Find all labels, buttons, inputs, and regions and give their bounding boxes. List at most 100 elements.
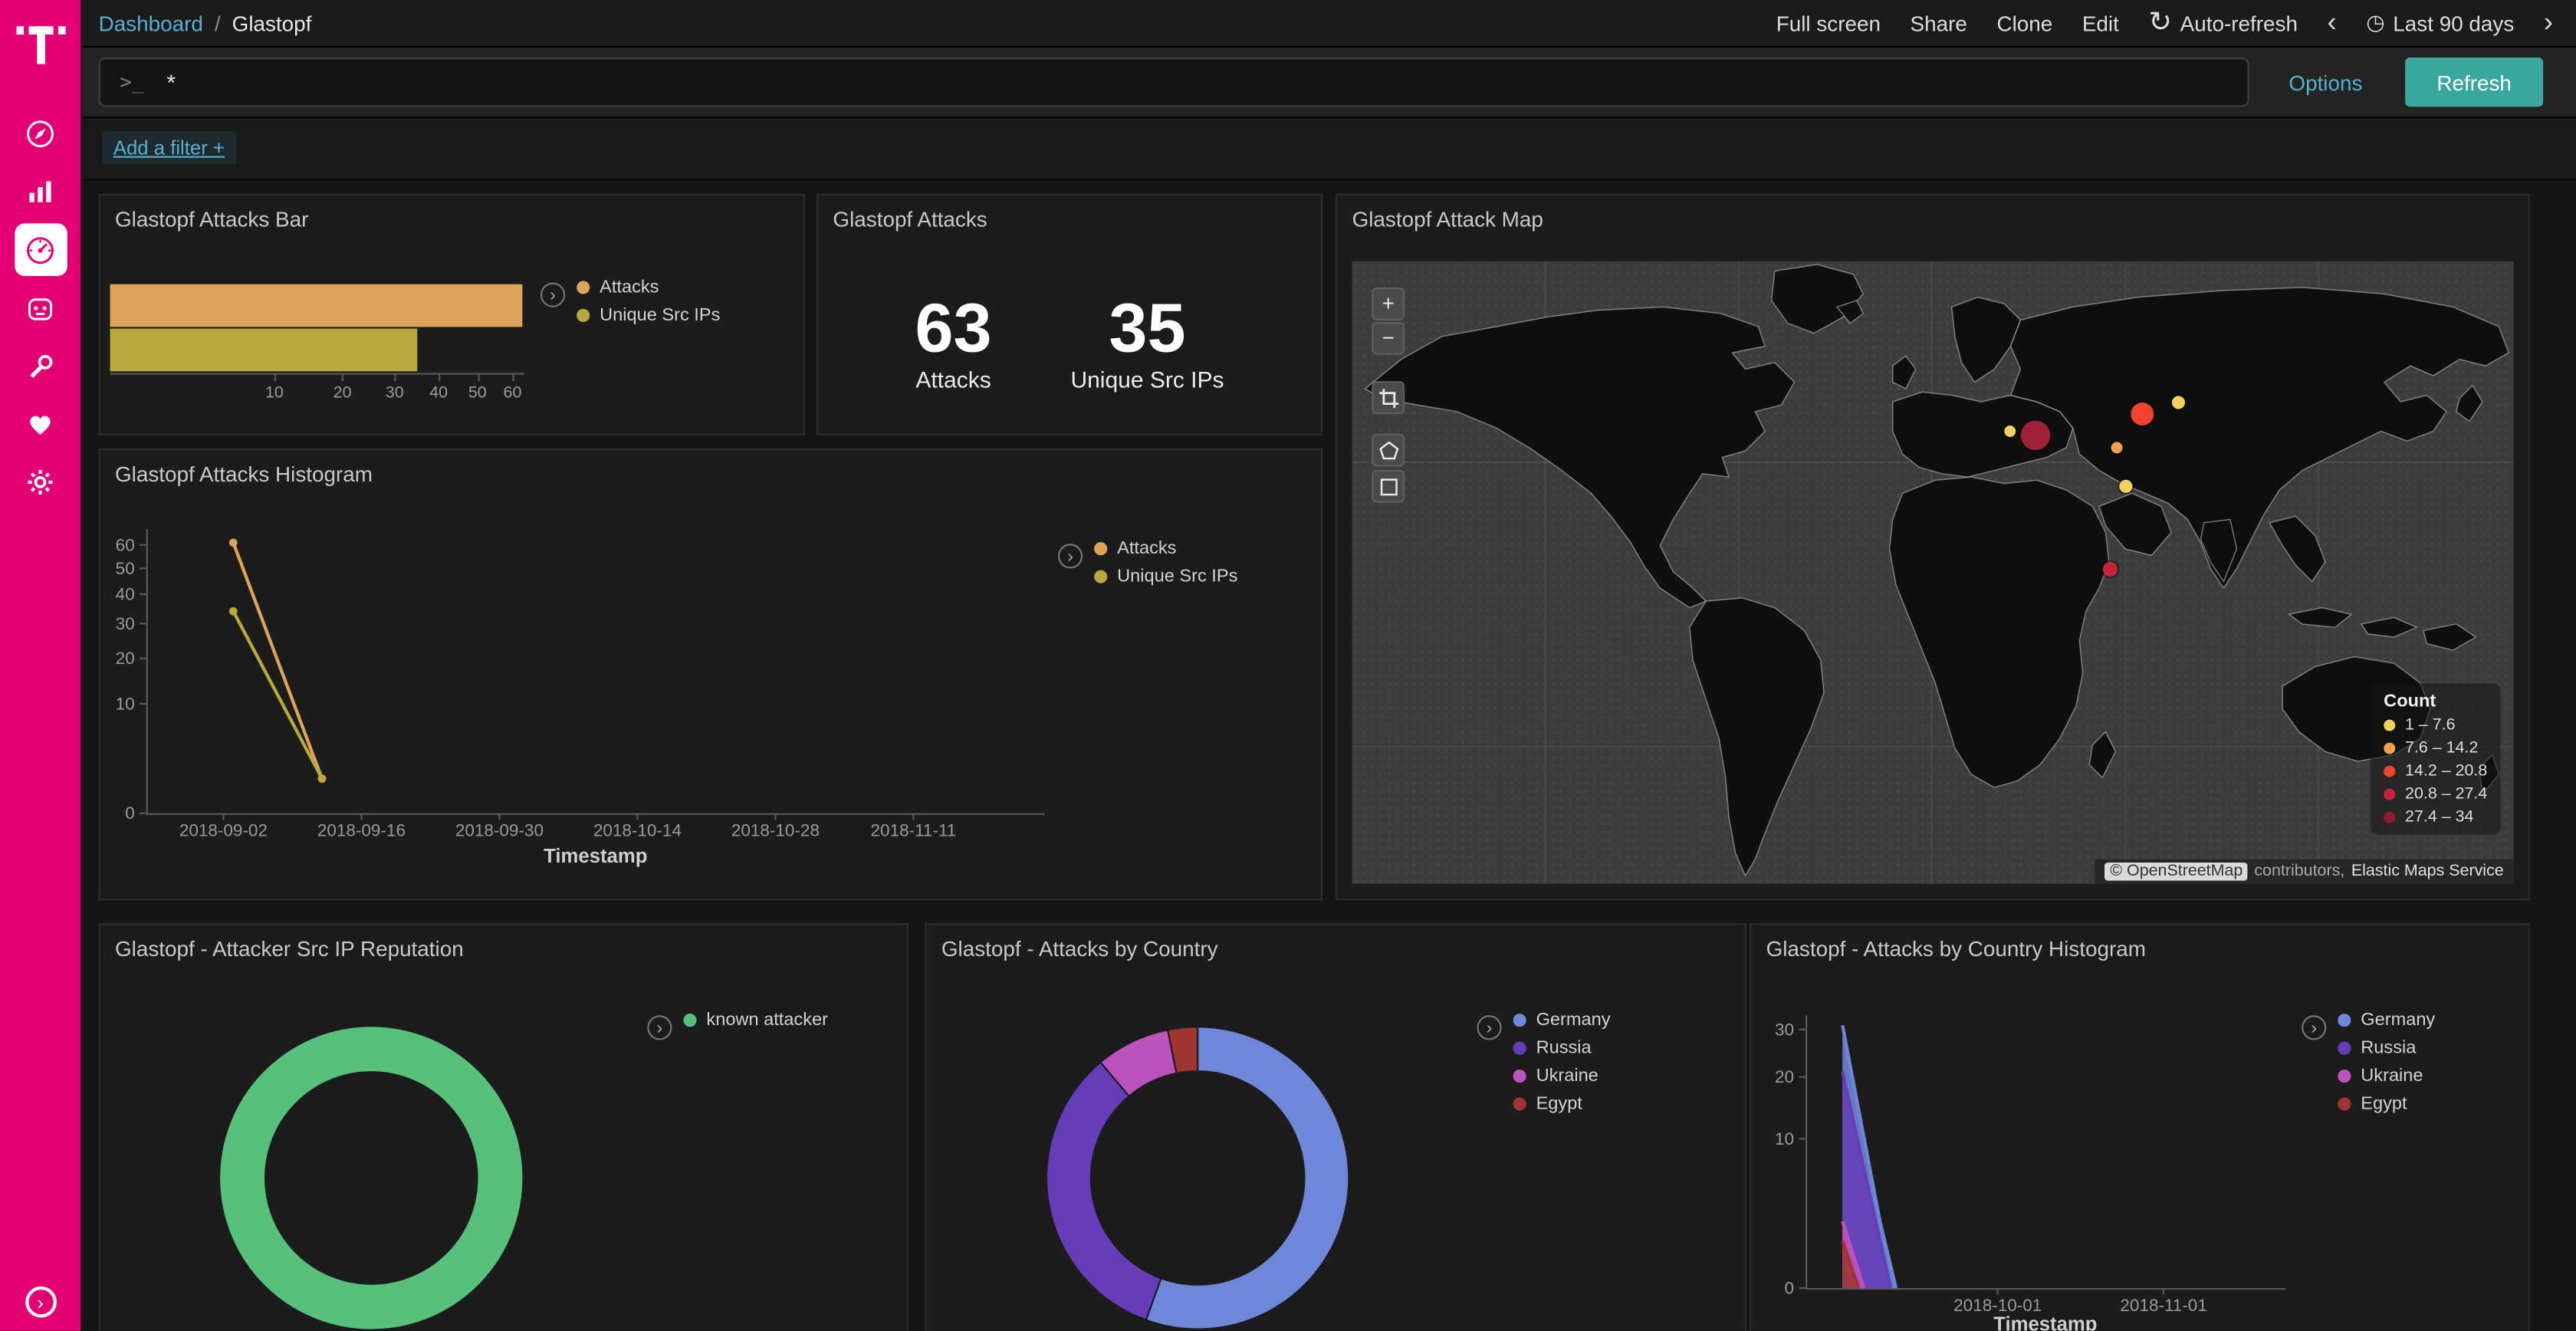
pie-slice[interactable] xyxy=(220,1027,523,1329)
attack-point[interactable] xyxy=(2171,396,2185,409)
legend-item[interactable]: Egypt xyxy=(2338,1094,2435,1114)
legend-item[interactable]: Russia xyxy=(1513,1038,1611,1058)
legend-item[interactable]: Germany xyxy=(1513,1011,1611,1030)
sidebar-item-discover[interactable] xyxy=(14,108,67,157)
legend-item[interactable]: Egypt xyxy=(1513,1094,1611,1114)
attack-point[interactable] xyxy=(2110,441,2122,453)
clone-button[interactable]: Clone xyxy=(1996,10,2053,36)
crop-tool-button[interactable] xyxy=(1372,381,1405,414)
ems-attribution-link[interactable]: Elastic Maps Service xyxy=(2351,863,2504,881)
polygon-tool-button[interactable] xyxy=(1372,433,1405,467)
legend: › Germany Russia Ukraine Egypt xyxy=(2302,1011,2435,1114)
zoom-out-button[interactable]: − xyxy=(1372,322,1405,355)
series-line[interactable] xyxy=(232,542,324,780)
bar-segment[interactable] xyxy=(110,328,418,372)
legend-item[interactable]: Ukraine xyxy=(2338,1066,2435,1086)
legend-toggle-icon[interactable]: › xyxy=(1477,1015,1502,1040)
bar-segment[interactable] xyxy=(110,284,523,327)
legend: › Attacks Unique Src IPs xyxy=(540,278,720,325)
legend-toggle-icon[interactable]: › xyxy=(2302,1015,2327,1040)
legend-dot xyxy=(1094,570,1108,583)
legend-label: 20.8 – 27.4 xyxy=(2405,785,2488,804)
attack-point[interactable] xyxy=(2101,560,2118,577)
attacks-bar-chart: 10 20 30 40 50 60 xyxy=(110,284,529,432)
zoom-in-button[interactable]: + xyxy=(1372,288,1405,320)
axis-tick-label: 60 xyxy=(503,384,522,403)
time-range-label: Last 90 days xyxy=(2393,10,2515,36)
metric: 35 Unique Src IPs xyxy=(1070,291,1224,393)
legend: › known attacker xyxy=(647,1011,828,1040)
gear-icon xyxy=(28,468,53,494)
legend-label: Unique Src IPs xyxy=(600,305,721,326)
time-prev-button[interactable]: ‹ xyxy=(2328,8,2337,36)
pie-slice[interactable] xyxy=(1166,1026,1199,1075)
telekom-logo[interactable] xyxy=(15,12,65,69)
telekom-t-icon xyxy=(15,26,65,64)
legend-label: Russia xyxy=(2361,1038,2417,1058)
axis-tick xyxy=(274,374,276,382)
map-legend-item: 7.6 – 14.2 xyxy=(2384,739,2487,758)
breadcrumb-dashboard-link[interactable]: Dashboard xyxy=(98,10,203,36)
data-point[interactable] xyxy=(228,606,238,616)
area-series[interactable] xyxy=(1842,1071,1891,1288)
sidebar-item-management[interactable] xyxy=(14,457,67,506)
map-controls: + − xyxy=(1372,288,1405,503)
sidebar-collapse-button[interactable]: › xyxy=(25,1286,56,1318)
sidebar-item-dashboard[interactable] xyxy=(14,223,67,276)
add-filter-link[interactable]: Add a filter + xyxy=(101,131,236,165)
time-range-button[interactable]: ◷ Last 90 days xyxy=(2366,10,2514,36)
legend-item[interactable]: Germany xyxy=(2338,1011,2435,1030)
panel-title: Glastopf - Attacks by Country Histogram xyxy=(1766,936,2147,961)
y-tick-label: 0 xyxy=(1784,1278,1794,1297)
pie-slice[interactable] xyxy=(1145,1026,1350,1330)
attack-point[interactable] xyxy=(2131,403,2154,426)
attack-point[interactable] xyxy=(2119,479,2133,493)
pie-slice[interactable] xyxy=(1045,1060,1162,1322)
legend-toggle-icon[interactable]: › xyxy=(1058,544,1083,569)
attack-point[interactable] xyxy=(2003,424,2016,436)
x-tick-label: 2018-10-01 xyxy=(1953,1296,2042,1315)
legend-dot xyxy=(2384,719,2396,731)
legend-label: Unique Src IPs xyxy=(1117,567,1238,587)
series-line[interactable] xyxy=(232,610,324,780)
sidebar-item-visualize[interactable] xyxy=(14,166,67,215)
refresh-cycle-icon: ↻ xyxy=(2148,6,2172,38)
sidebar-item-dev-tools[interactable] xyxy=(14,342,67,391)
x-tick-label: 2018-11-11 xyxy=(871,821,957,840)
sidebar-item-timelion[interactable] xyxy=(14,284,67,334)
rectangle-tool-button[interactable] xyxy=(1372,469,1405,503)
y-tick-label: 40 xyxy=(116,584,135,603)
legend-item[interactable]: Unique Src IPs xyxy=(1094,567,1237,587)
x-tick-label: 2018-11-01 xyxy=(2120,1296,2206,1315)
breadcrumb-separator: / xyxy=(214,10,221,36)
query-input[interactable]: >_ * xyxy=(98,58,2249,107)
legend-item[interactable]: Attacks xyxy=(577,278,720,297)
data-point[interactable] xyxy=(317,774,327,783)
legend-item[interactable]: known attacker xyxy=(683,1011,828,1030)
y-tick-label: 50 xyxy=(116,559,135,578)
legend-item[interactable]: Attacks xyxy=(1094,539,1237,559)
share-button[interactable]: Share xyxy=(1910,10,1967,36)
edit-button[interactable]: Edit xyxy=(2082,10,2119,36)
attacks-metric: 63 Attacks 35 Unique Src IPs xyxy=(818,291,1321,393)
legend-label: Attacks xyxy=(1117,538,1177,559)
sidebar-item-monitoring[interactable] xyxy=(14,399,67,449)
world-map-landmass xyxy=(1352,261,2514,884)
legend-dot xyxy=(2338,1041,2351,1055)
attack-point[interactable] xyxy=(2020,420,2051,451)
data-point[interactable] xyxy=(228,538,238,547)
time-next-button[interactable]: › xyxy=(2544,8,2553,36)
world-map[interactable]: + − Count xyxy=(1352,261,2514,884)
full-screen-button[interactable]: Full screen xyxy=(1776,10,1881,36)
legend-item[interactable]: Ukraine xyxy=(1513,1066,1611,1086)
legend-item[interactable]: Russia xyxy=(2338,1038,2435,1058)
legend-toggle-icon[interactable]: › xyxy=(540,282,566,307)
auto-refresh-button[interactable]: ↻ Auto-refresh xyxy=(2148,6,2298,38)
options-link[interactable]: Options xyxy=(2288,70,2363,95)
refresh-button[interactable]: Refresh xyxy=(2405,58,2544,107)
legend-item[interactable]: Unique Src IPs xyxy=(577,305,721,326)
bar-chart-icon xyxy=(29,180,51,202)
legend-toggle-icon[interactable]: › xyxy=(647,1015,672,1040)
osm-attribution-link[interactable]: © OpenStreetMap xyxy=(2104,863,2248,881)
map-legend-title: Count xyxy=(2384,692,2436,712)
